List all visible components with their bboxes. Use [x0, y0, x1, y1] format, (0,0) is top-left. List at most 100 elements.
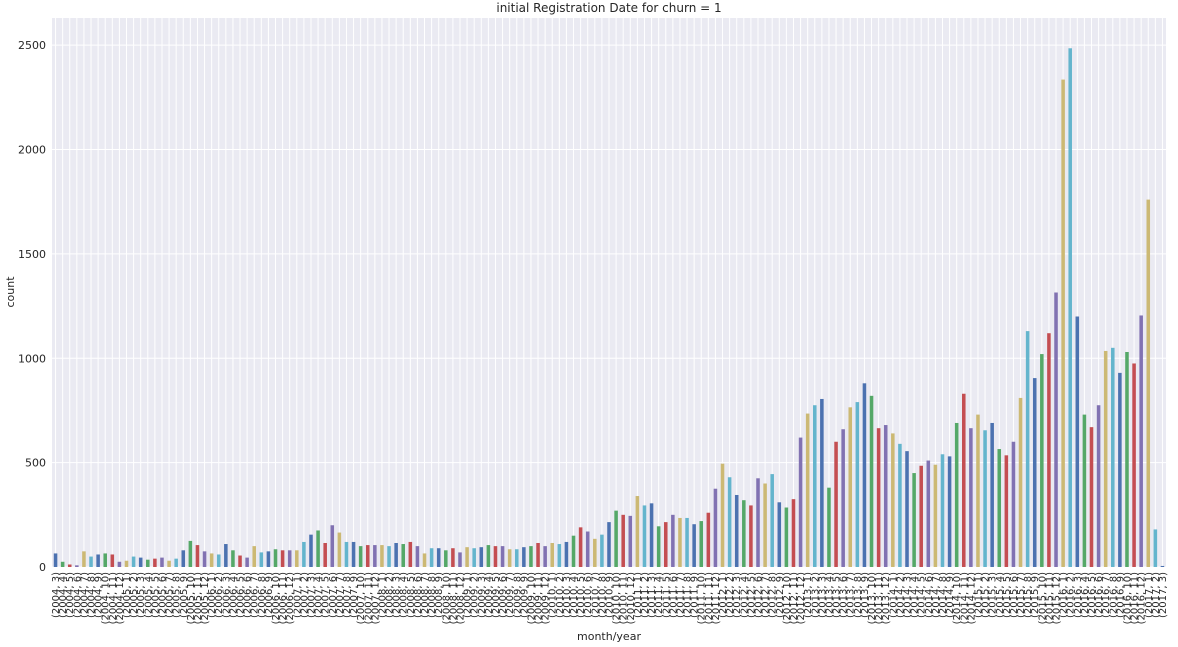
bar — [798, 437, 803, 567]
bar — [224, 544, 228, 567]
x-tick-label: (2006, 1) — [207, 572, 218, 618]
bar — [820, 398, 824, 567]
bar — [295, 550, 299, 567]
x-tick-label: (2006, 6) — [243, 572, 254, 618]
x-tick-label: (2007, 9) — [349, 572, 360, 618]
bar — [571, 535, 576, 567]
bar — [458, 552, 462, 567]
x-tick-label: (2010, 11) — [619, 572, 630, 624]
x-tick-label: (2008, 1) — [377, 572, 388, 618]
bar — [614, 510, 618, 567]
x-tick-label: (2012, 8) — [768, 572, 779, 618]
bar — [529, 546, 533, 567]
bar — [1153, 529, 1158, 567]
bar — [543, 546, 547, 567]
bar — [316, 530, 320, 567]
y-tick-label: 1500 — [18, 248, 46, 261]
bar — [1018, 397, 1023, 567]
bar — [507, 549, 512, 567]
bar — [756, 478, 760, 567]
bar — [919, 465, 923, 567]
x-tick-label: (2012, 1) — [718, 572, 729, 618]
bar — [252, 546, 256, 567]
x-tick-label: (2007, 2) — [299, 572, 310, 618]
x-tick-label: (2014, 6) — [924, 572, 935, 618]
bar — [954, 422, 959, 567]
x-tick-label: (2013, 7) — [846, 572, 857, 618]
x-tick-label: (2011, 4) — [654, 572, 665, 618]
x-tick-label: (2012, 11) — [789, 572, 800, 624]
bar — [323, 542, 327, 567]
x-tick-label: (2010, 5) — [576, 572, 587, 618]
bar — [536, 542, 540, 567]
bar — [699, 521, 704, 567]
bar — [53, 553, 58, 567]
x-tick-label: (2017, 3) — [1158, 572, 1169, 618]
x-tick-label: (2015, 8) — [1023, 572, 1034, 618]
bar — [522, 547, 526, 567]
x-tick-label: (2015, 6) — [1009, 572, 1020, 618]
bar — [514, 549, 519, 567]
x-axis-label: month/year — [577, 630, 641, 643]
bar — [812, 405, 817, 567]
bar — [216, 554, 221, 567]
bar — [287, 550, 292, 567]
x-tick-label: (2012, 12) — [796, 572, 807, 624]
x-tick-label: (2005, 9) — [179, 572, 190, 618]
chart-title: initial Registration Date for churn = 1 — [496, 1, 721, 15]
x-tick-label: (2006, 4) — [228, 572, 239, 618]
bar — [635, 496, 640, 567]
x-tick-label: (2008, 12) — [455, 572, 466, 624]
bar — [1132, 363, 1136, 567]
bar — [330, 525, 335, 567]
bar — [75, 565, 79, 567]
x-tick-label: (2016, 9) — [1115, 572, 1126, 618]
x-tick-label: (2009, 2) — [470, 572, 481, 618]
bar — [195, 545, 200, 567]
x-tick-label: (2010, 9) — [605, 572, 616, 618]
bar — [1054, 292, 1058, 567]
bar — [564, 541, 569, 567]
x-tick-label: (2014, 3) — [903, 572, 914, 618]
x-tick-label: (2016, 8) — [1108, 572, 1119, 618]
x-tick-label: (2009, 7) — [505, 572, 516, 618]
x-tick-label: (2009, 3) — [477, 572, 488, 618]
x-tick-label: (2014, 9) — [945, 572, 956, 618]
bar — [834, 441, 838, 567]
bar — [351, 541, 356, 567]
x-tick-label: (2004, 6) — [72, 572, 83, 618]
x-tick-label: (2012, 6) — [754, 572, 765, 618]
bar — [60, 561, 65, 567]
bar — [422, 553, 427, 567]
bar — [465, 547, 469, 567]
x-tick-label: (2004, 12) — [115, 572, 126, 624]
x-tick-label: (2011, 12) — [711, 572, 722, 624]
x-tick-label: (2015, 7) — [1016, 572, 1027, 618]
bar — [415, 546, 420, 567]
x-tick-label: (2008, 6) — [413, 572, 424, 618]
bar — [365, 545, 370, 567]
bar — [188, 540, 193, 567]
x-tick-label: (2010, 6) — [583, 572, 594, 618]
bar — [742, 500, 746, 567]
bar — [110, 554, 115, 567]
x-tick-label: (2006, 12) — [285, 572, 296, 624]
x-tick-label: (2009, 10) — [526, 572, 537, 624]
bar — [685, 517, 689, 567]
x-tick-label: (2005, 7) — [165, 572, 176, 618]
bar — [309, 534, 313, 567]
x-tick-label: (2005, 5) — [150, 572, 161, 618]
x-tick-label: (2013, 11) — [874, 572, 885, 624]
bar — [628, 515, 633, 567]
x-tick-label: (2009, 4) — [484, 572, 495, 618]
x-tick-label: (2016, 1) — [1059, 572, 1070, 618]
x-tick-label: (2004, 9) — [94, 572, 105, 618]
bar — [486, 545, 491, 567]
bar — [642, 505, 647, 567]
bar — [358, 546, 363, 567]
bar — [231, 550, 235, 567]
x-tick-label: (2009, 6) — [498, 572, 509, 618]
x-tick-label: (2010, 2) — [555, 572, 566, 618]
bar — [848, 407, 853, 567]
x-tick-label: (2005, 11) — [193, 572, 204, 624]
